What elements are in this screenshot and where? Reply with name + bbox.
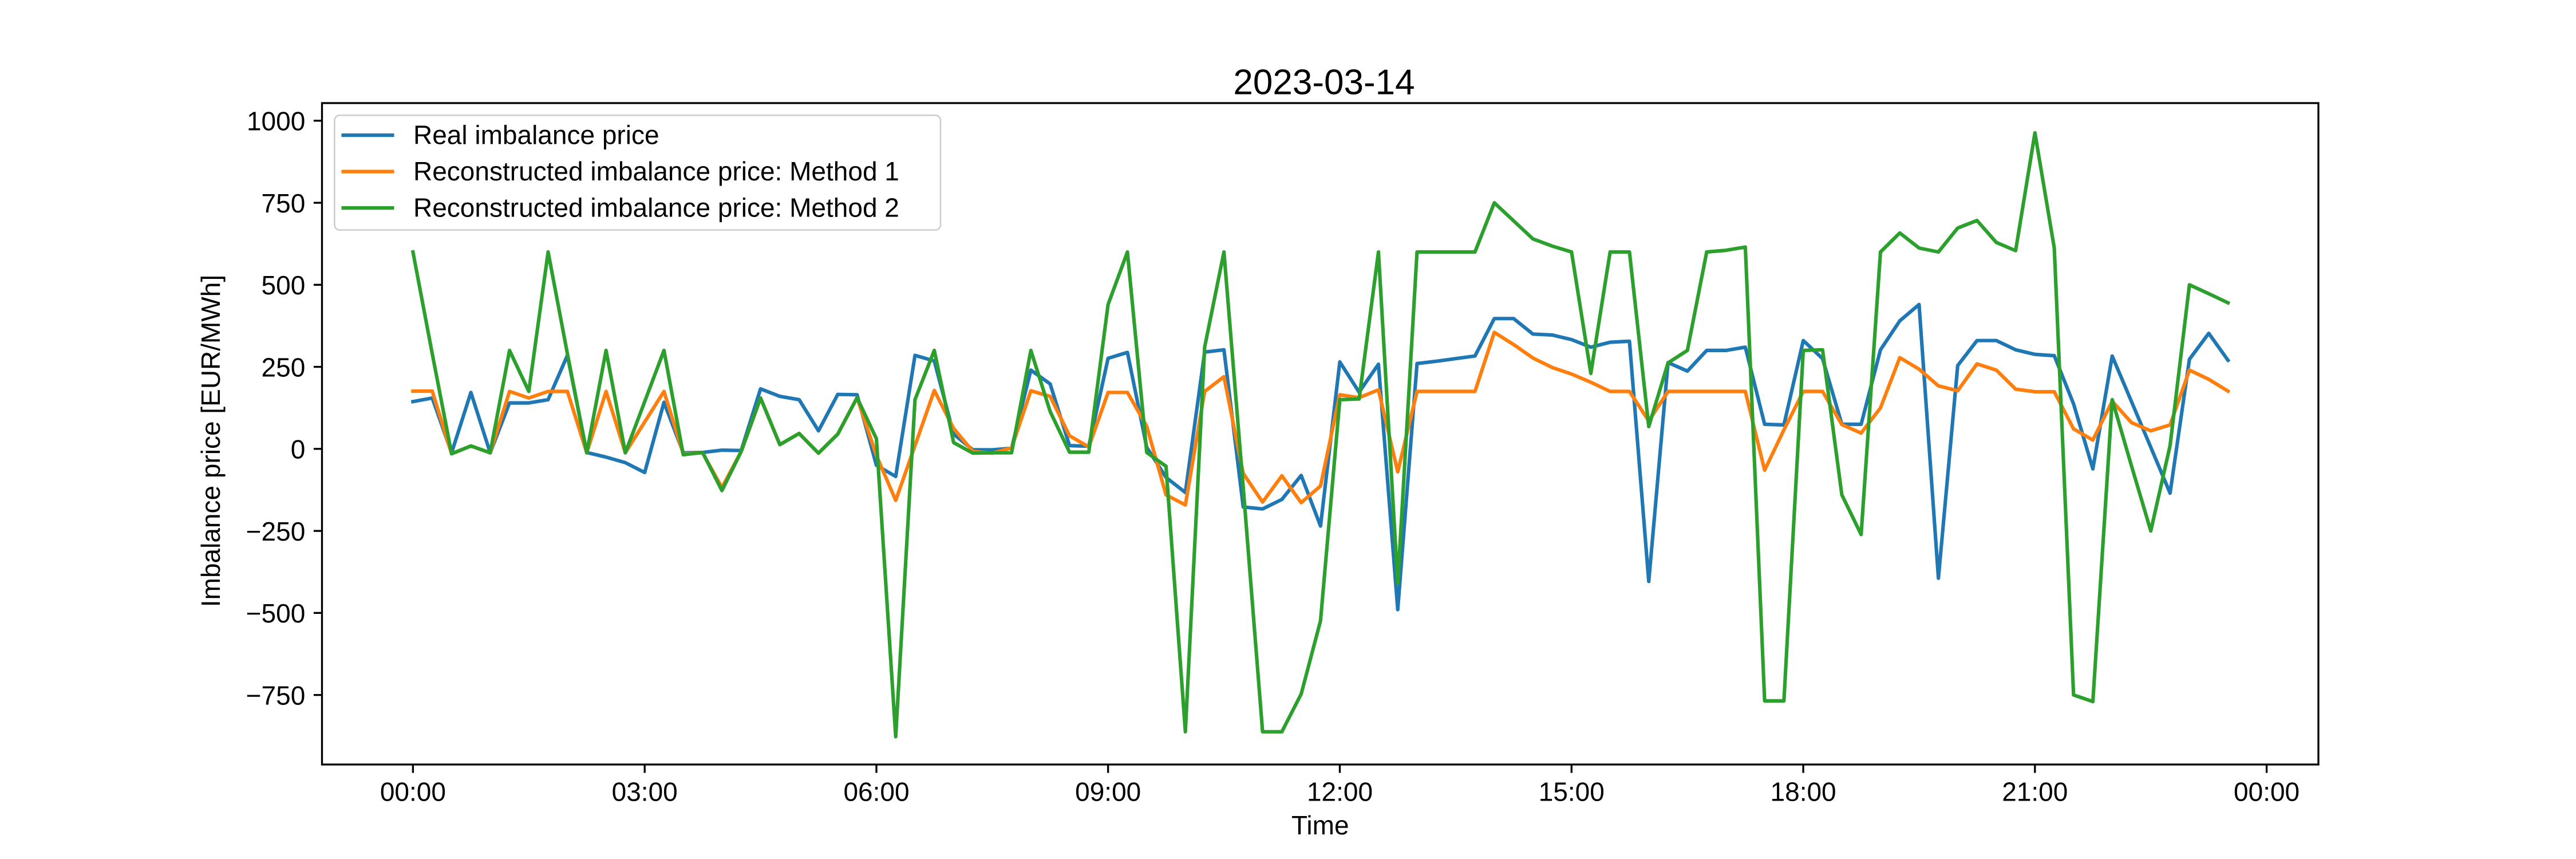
- svg-text:09:00: 09:00: [1075, 777, 1141, 807]
- svg-text:21:00: 21:00: [2002, 777, 2068, 807]
- svg-text:12:00: 12:00: [1307, 777, 1373, 807]
- svg-text:18:00: 18:00: [1771, 777, 1836, 807]
- svg-text:−250: −250: [246, 517, 306, 546]
- svg-text:500: 500: [262, 270, 306, 300]
- svg-text:2023-03-14: 2023-03-14: [1233, 63, 1415, 103]
- svg-text:Time: Time: [1291, 810, 1349, 840]
- svg-text:Imbalance price [EUR/MWh]: Imbalance price [EUR/MWh]: [196, 275, 226, 607]
- svg-text:00:00: 00:00: [380, 777, 446, 807]
- svg-text:Reconstructed imbalance price:: Reconstructed imbalance price: Method 2: [413, 192, 899, 222]
- svg-text:00:00: 00:00: [2234, 777, 2300, 807]
- svg-text:06:00: 06:00: [843, 777, 909, 807]
- svg-text:250: 250: [262, 353, 306, 383]
- svg-text:15:00: 15:00: [1539, 777, 1605, 807]
- svg-text:−750: −750: [246, 681, 306, 711]
- svg-text:1000: 1000: [247, 107, 305, 136]
- svg-text:03:00: 03:00: [612, 777, 678, 807]
- svg-text:−500: −500: [246, 598, 306, 628]
- svg-text:Reconstructed imbalance price:: Reconstructed imbalance price: Method 1: [413, 156, 899, 186]
- svg-text:750: 750: [262, 188, 306, 218]
- svg-text:0: 0: [291, 435, 306, 464]
- svg-text:Real imbalance price: Real imbalance price: [413, 120, 659, 149]
